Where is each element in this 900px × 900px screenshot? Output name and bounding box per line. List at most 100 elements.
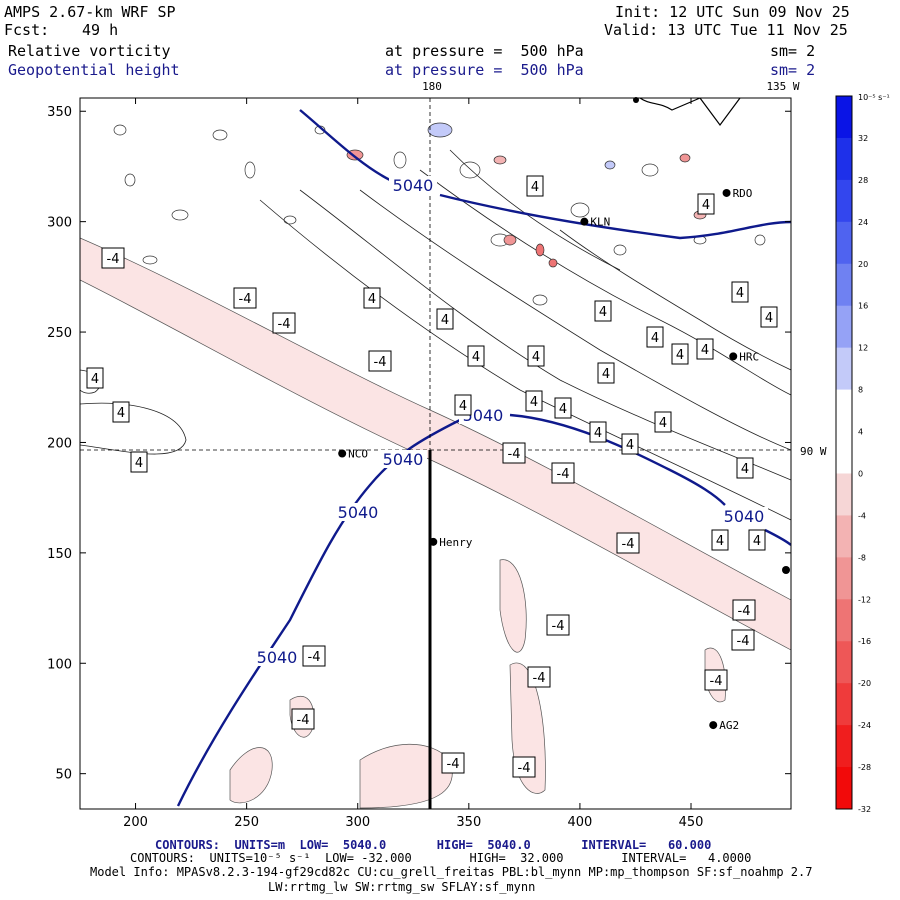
- vorticity-label: -4: [738, 604, 751, 619]
- colorbar-label: 24: [858, 218, 868, 227]
- vorticity-label-box: [525, 390, 543, 412]
- station-dot: [429, 537, 438, 546]
- station-dot: [729, 352, 738, 361]
- vorticity-label: 4: [530, 395, 538, 410]
- vorticity-label-box: [696, 338, 714, 360]
- axis-ticks: 200 250 300 350 400 450 50 100 150 200 250 300 350: [47, 98, 791, 830]
- field2-level: at pressure = 500 hPa: [385, 61, 584, 79]
- colorbar-segment: [836, 431, 852, 474]
- colorbar-segment: [836, 599, 852, 642]
- valid-time: Valid: 13 UTC Tue 11 Nov 25: [604, 21, 848, 39]
- colorbar-label: -24: [858, 721, 871, 730]
- colorbar-label: 20: [858, 260, 868, 269]
- field2-name: Geopotential height: [8, 61, 180, 79]
- vorticity-label: -4: [533, 671, 546, 686]
- colorbar-label: 32: [858, 134, 868, 143]
- vorticity-label-box: [86, 367, 104, 389]
- colorbar-segment: [836, 137, 852, 181]
- vorticity-contour-labels: 4 4 4 4 4 4 4 4 4 4 4 4 4 4 4 4 4 4 4 4 4 4 4 4 4 -4 -4 -4 -4 -4 -4 -4 -…: [86, 175, 778, 778]
- crosshair-lines: [80, 98, 791, 451]
- vorticity-label-box: [441, 752, 465, 774]
- vorticity-label: -4: [508, 447, 521, 462]
- colorbar-segment: [836, 347, 852, 391]
- x-tick-label: 200: [123, 815, 148, 830]
- station-label: NCO: [348, 448, 368, 461]
- vorticity-label: -4: [622, 537, 635, 552]
- vorticity-label: 4: [736, 286, 744, 301]
- init-time: Init: 12 UTC Sun 09 Nov 25: [615, 3, 850, 21]
- vorticity-label-box: [736, 457, 754, 479]
- lon-label-90w: 90 W: [800, 445, 827, 458]
- height-label: 5040: [393, 176, 434, 195]
- colorbar-segment: [836, 221, 852, 265]
- colorbar-segment: [836, 767, 852, 810]
- vorticity-label: 4: [676, 348, 684, 363]
- coastline: [639, 97, 741, 127]
- station-dot: [709, 721, 718, 730]
- vorticity-label-box: [101, 247, 125, 269]
- vorticity-label: 4: [702, 198, 710, 213]
- vorticity-label: 4: [716, 534, 724, 549]
- station-label: Henry: [439, 536, 472, 549]
- vorticity-label: 4: [651, 331, 659, 346]
- height-contour-info: CONTOURS: UNITS=m LOW= 5040.0 HIGH= 5040…: [155, 838, 712, 852]
- vorticity-label-box: [363, 287, 381, 309]
- small-scale-vorticity: [113, 122, 766, 306]
- colorbar-label: -32: [858, 805, 871, 814]
- vorticity-label-box: [616, 532, 640, 554]
- vorticity-label-box: [467, 345, 485, 367]
- vorticity-label-box: [597, 362, 615, 384]
- station-dot: [338, 449, 347, 458]
- vorticity-label: -4: [308, 650, 321, 665]
- field1-name: Relative vorticity: [8, 42, 171, 60]
- model-title: AMPS 2.67-km WRF SP: [4, 3, 176, 21]
- vorticity-label-box: [302, 645, 326, 667]
- height-contour-labels: 5040 5040 5040 5040 5040 5040: [253, 176, 768, 667]
- vorticity-label: 4: [594, 426, 602, 441]
- vorticity-label: -4: [557, 467, 570, 482]
- vorticity-label: 4: [135, 456, 143, 471]
- colorbar-label: -20: [858, 679, 871, 688]
- vorticity-label-box: [512, 756, 536, 778]
- negative-vorticity-shading: [80, 237, 791, 809]
- colorbar-segment: [836, 515, 852, 558]
- forecast-label: Fcst:: [4, 21, 50, 39]
- vorticity-label: 4: [559, 402, 567, 417]
- vorticity-label: 4: [117, 406, 125, 421]
- vorticity-label: 4: [659, 416, 667, 431]
- station-dot: [782, 566, 790, 574]
- vorticity-label-box: [291, 708, 315, 730]
- colorbar-segment: [836, 96, 852, 139]
- vorticity-label-box: [671, 343, 689, 365]
- vorticity-label: -4: [297, 713, 310, 728]
- vorticity-label-box: [594, 300, 612, 322]
- vorticity-label-box: [748, 529, 766, 551]
- height-label-box: [720, 507, 768, 525]
- vorticity-label: -4: [278, 317, 291, 332]
- colorbar-unit: 10⁻⁵ s⁻¹: [858, 93, 890, 102]
- model-info: Model Info: MPASv8.2.3-194-gf29cd82c CU:…: [90, 865, 813, 879]
- vorticity-label: -4: [552, 619, 565, 634]
- vorticity-label-box: [233, 287, 257, 309]
- field1-level: at pressure = 500 hPa: [385, 42, 584, 60]
- colorbar-label: -16: [858, 637, 871, 646]
- vorticity-label: -4: [518, 761, 531, 776]
- colorbar-segment: [836, 473, 852, 516]
- vorticity-label: 4: [531, 180, 539, 195]
- height-label-box: [379, 450, 427, 468]
- vorticity-label: 4: [701, 343, 709, 358]
- colorbar-label: 4: [858, 428, 863, 437]
- height-label: 5040: [338, 503, 379, 522]
- station-markers: NCO Henry RDO KLN HRC AG2: [338, 97, 790, 732]
- station-label: KLN: [590, 216, 610, 229]
- colorbar-label: -8: [858, 553, 866, 562]
- lon-label-180: 180: [422, 80, 442, 93]
- vorticity-label-box: [436, 308, 454, 330]
- x-tick-label: 250: [234, 815, 259, 830]
- lon-label-135w: 135 W: [766, 80, 799, 93]
- x-tick-label: 450: [679, 815, 704, 830]
- y-tick-label: 250: [47, 326, 72, 341]
- y-tick-label: 200: [47, 436, 72, 451]
- vorticity-label: 4: [368, 292, 376, 307]
